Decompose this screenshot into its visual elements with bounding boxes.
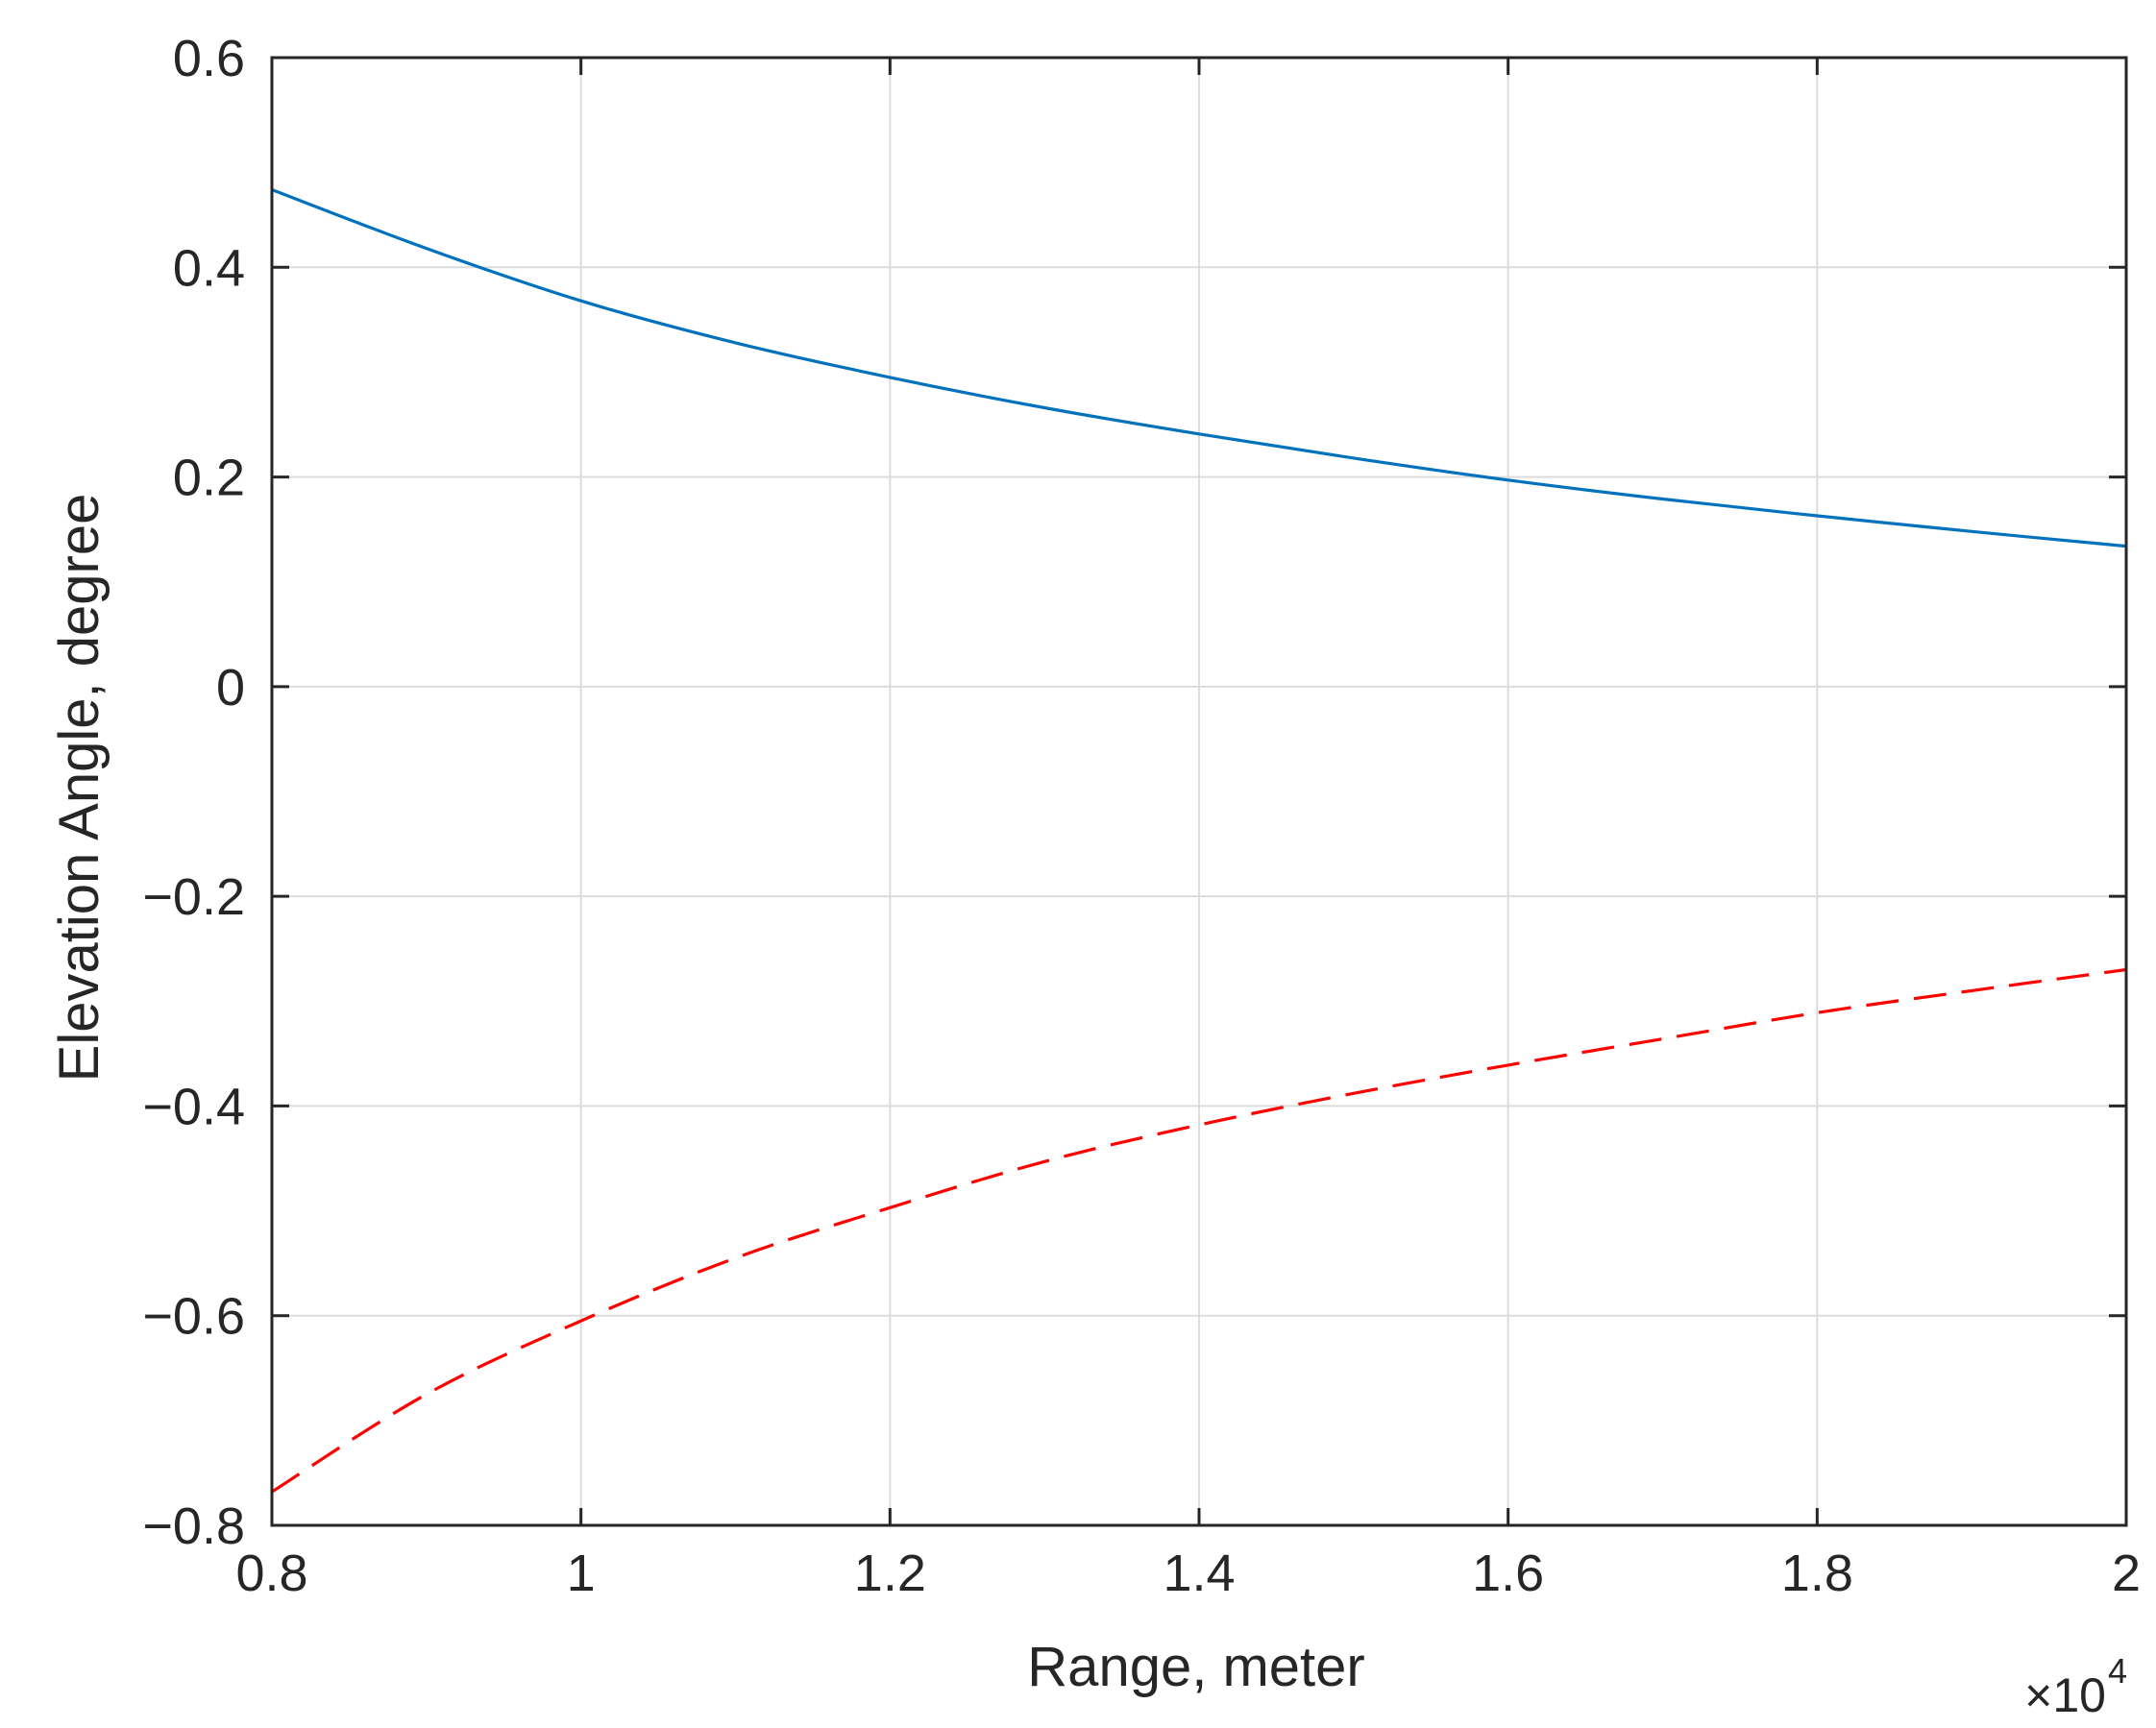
x-tick-label: 1 — [567, 1545, 596, 1602]
x-tick-label: 1.8 — [1781, 1545, 1853, 1602]
x-axis-multiplier-base: ×10 — [2024, 1668, 2106, 1722]
x-tick-labels: 0.8 1 1.2 1.4 1.6 1.8 2 — [235, 1545, 2141, 1602]
x-tick-label: 0.8 — [235, 1545, 307, 1602]
series-line-2 — [271, 967, 2127, 1494]
y-tick-label: 0.4 — [173, 239, 245, 297]
x-axis-label: Range, meter — [1027, 1636, 1364, 1698]
y-tick-label: 0.6 — [173, 30, 245, 87]
y-tick-label: −0.8 — [142, 1497, 245, 1555]
x-tick-label: 2 — [2112, 1545, 2141, 1602]
x-axis-multiplier-exponent: 4 — [2108, 1651, 2127, 1691]
y-tick-label: 0 — [216, 659, 245, 717]
x-tick-label: 1.2 — [854, 1545, 926, 1602]
x-tick-label: 1.6 — [1472, 1545, 1544, 1602]
y-tick-labels: 0.6 0.4 0.2 0 −0.2 −0.4 −0.6 −0.8 — [142, 30, 245, 1555]
tick-marks — [270, 56, 2128, 1527]
y-tick-label: 0.2 — [173, 450, 245, 507]
y-axis-label: Elevation Angle, degree — [48, 494, 110, 1083]
grid-lines — [271, 57, 2127, 1526]
y-tick-label: −0.6 — [142, 1288, 245, 1346]
y-tick-label: −0.4 — [142, 1078, 245, 1135]
y-tick-label: −0.2 — [142, 868, 245, 926]
x-tick-label: 1.4 — [1163, 1545, 1235, 1602]
series-group — [271, 188, 2127, 1494]
series-line-1 — [271, 188, 2127, 548]
x-axis-multiplier: ×10 4 — [2024, 1651, 2127, 1722]
